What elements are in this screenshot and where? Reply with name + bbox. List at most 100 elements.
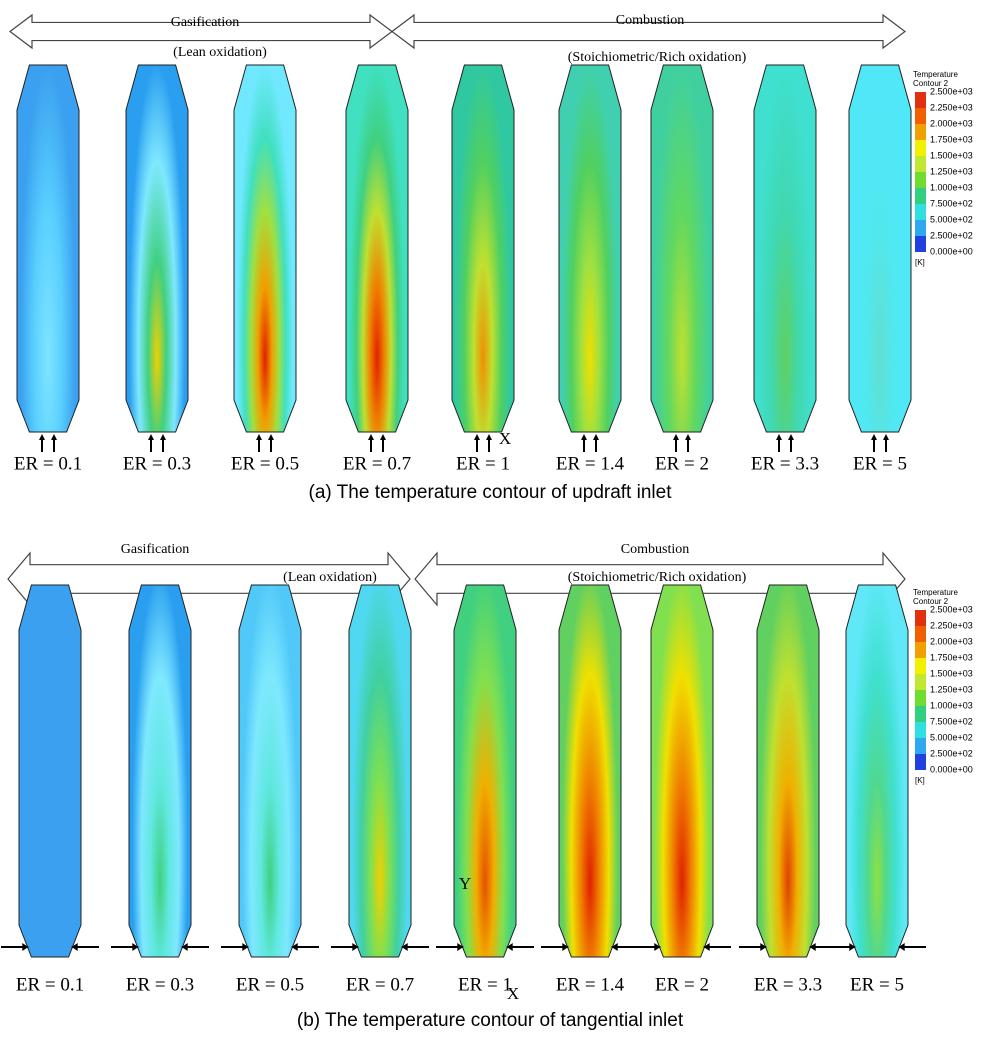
reactor-contour bbox=[348, 584, 412, 958]
colorbar-cell bbox=[915, 722, 926, 738]
er-label: ER = 3.3 bbox=[751, 453, 819, 474]
inlet-arrowhead bbox=[760, 943, 767, 951]
caption: (a) The temperature contour of updraft i… bbox=[309, 482, 673, 503]
arrow-label: Combustion bbox=[621, 542, 689, 557]
axis-label: X bbox=[499, 429, 511, 448]
er-label: ER = 1 bbox=[458, 974, 512, 995]
legend-title: Contour 2 bbox=[913, 79, 949, 88]
inlet-arrowhead bbox=[776, 434, 782, 440]
combustion-arrow bbox=[391, 13, 906, 50]
inlet-arrowhead bbox=[352, 943, 359, 951]
legend-tick: 7.500e+02 bbox=[930, 198, 973, 208]
legend-tick: 0.000e+00 bbox=[930, 764, 973, 774]
legend-tick: 2.000e+03 bbox=[930, 636, 973, 646]
inlet-arrowhead bbox=[51, 434, 57, 440]
colorbar-cell bbox=[915, 626, 926, 642]
colorbar-cell bbox=[915, 690, 926, 706]
legend-unit: [K] bbox=[915, 258, 925, 267]
colorbar-cell bbox=[915, 124, 926, 140]
legend-tick: 2.250e+03 bbox=[930, 620, 973, 630]
inlet-arrowhead bbox=[256, 434, 262, 440]
legend-title: Temperature bbox=[913, 70, 958, 79]
reactor-contour bbox=[756, 584, 820, 958]
legend-tick: 2.500e+03 bbox=[930, 604, 973, 614]
legend-tick: 1.750e+03 bbox=[930, 134, 973, 144]
colorbar-cell bbox=[915, 236, 926, 252]
inlet-arrowhead bbox=[132, 943, 139, 951]
arrow-label: Gasification bbox=[171, 15, 239, 30]
inlet-arrowhead bbox=[71, 943, 78, 951]
colorbar-cell bbox=[915, 658, 926, 674]
colorbar-cell bbox=[915, 706, 926, 722]
er-label: ER = 0.1 bbox=[14, 453, 82, 474]
reactor-contour bbox=[845, 584, 909, 958]
inlet-arrowhead bbox=[703, 943, 710, 951]
legend-tick: 2.500e+02 bbox=[930, 748, 973, 758]
inlet-arrowhead bbox=[593, 434, 599, 440]
inlet-arrowhead bbox=[457, 943, 464, 951]
colorbar-cell bbox=[915, 738, 926, 754]
er-label: ER = 3.3 bbox=[754, 974, 822, 995]
reactor-contour bbox=[558, 64, 622, 433]
legend-tick: 2.500e+02 bbox=[930, 230, 973, 240]
inlet-arrowhead bbox=[474, 434, 480, 440]
arrow-label: (Lean oxidation) bbox=[173, 45, 267, 60]
inlet-arrowhead bbox=[562, 943, 569, 951]
colorbar-cell bbox=[915, 92, 926, 108]
inlet-arrowhead bbox=[898, 943, 905, 951]
colorbar-cell bbox=[915, 108, 926, 124]
colorbar-cell bbox=[915, 188, 926, 204]
legend-title: Contour 2 bbox=[913, 597, 949, 606]
inlet-arrowhead bbox=[39, 434, 45, 440]
er-label: ER = 1 bbox=[456, 453, 510, 474]
colorbar-cell bbox=[915, 220, 926, 236]
inlet-arrowhead bbox=[242, 943, 249, 951]
er-label: ER = 0.5 bbox=[236, 974, 304, 995]
reactor-contour bbox=[125, 64, 189, 433]
reactor-contour bbox=[451, 64, 515, 433]
inlet-arrowhead bbox=[401, 943, 408, 951]
inlet-arrowhead bbox=[506, 943, 513, 951]
legend-tick: 1.750e+03 bbox=[930, 652, 973, 662]
legend-tick: 5.000e+02 bbox=[930, 732, 973, 742]
reactor-contour bbox=[345, 64, 409, 433]
reactor-contour bbox=[453, 584, 517, 958]
legend-title: Temperature bbox=[913, 588, 958, 597]
legend-tick: 1.250e+03 bbox=[930, 684, 973, 694]
reactor-contour bbox=[16, 64, 80, 433]
reactor-contour bbox=[18, 584, 82, 958]
legend-tick: 7.500e+02 bbox=[930, 716, 973, 726]
inlet-arrowhead bbox=[160, 434, 166, 440]
inlet-arrowhead bbox=[380, 434, 386, 440]
legend-unit: [K] bbox=[915, 776, 925, 785]
inlet-arrowhead bbox=[368, 434, 374, 440]
inlet-arrowhead bbox=[148, 434, 154, 440]
er-label: ER = 0.3 bbox=[126, 974, 194, 995]
reactor-contour bbox=[650, 64, 714, 433]
legend-tick: 5.000e+02 bbox=[930, 214, 973, 224]
er-label: ER = 0.1 bbox=[16, 974, 84, 995]
er-label: ER = 1.4 bbox=[556, 453, 625, 474]
er-label: ER = 2 bbox=[655, 974, 709, 995]
colorbar-cell bbox=[915, 610, 926, 626]
inlet-arrowhead bbox=[788, 434, 794, 440]
er-label: ER = 0.3 bbox=[123, 453, 191, 474]
inlet-arrowhead bbox=[849, 943, 856, 951]
reactor-contour bbox=[558, 584, 622, 958]
inlet-arrowhead bbox=[809, 943, 816, 951]
inlet-arrowhead bbox=[22, 943, 29, 951]
legend-tick: 2.250e+03 bbox=[930, 102, 973, 112]
inlet-arrowhead bbox=[291, 943, 298, 951]
caption: (b) The temperature contour of tangentia… bbox=[297, 1010, 684, 1031]
axis-label: X bbox=[507, 984, 519, 1003]
arrow-label: (Stoichiometric/Rich oxidation) bbox=[568, 570, 747, 585]
colorbar-cell bbox=[915, 642, 926, 658]
er-label: ER = 0.7 bbox=[343, 453, 411, 474]
colorbar-cell bbox=[915, 172, 926, 188]
reactor-contour bbox=[848, 64, 912, 433]
legend-tick: 1.500e+03 bbox=[930, 668, 973, 678]
colorbar-cell bbox=[915, 204, 926, 220]
reactor-contour bbox=[238, 584, 302, 958]
colorbar-cell bbox=[915, 674, 926, 690]
arrow-label: Combustion bbox=[616, 13, 684, 28]
